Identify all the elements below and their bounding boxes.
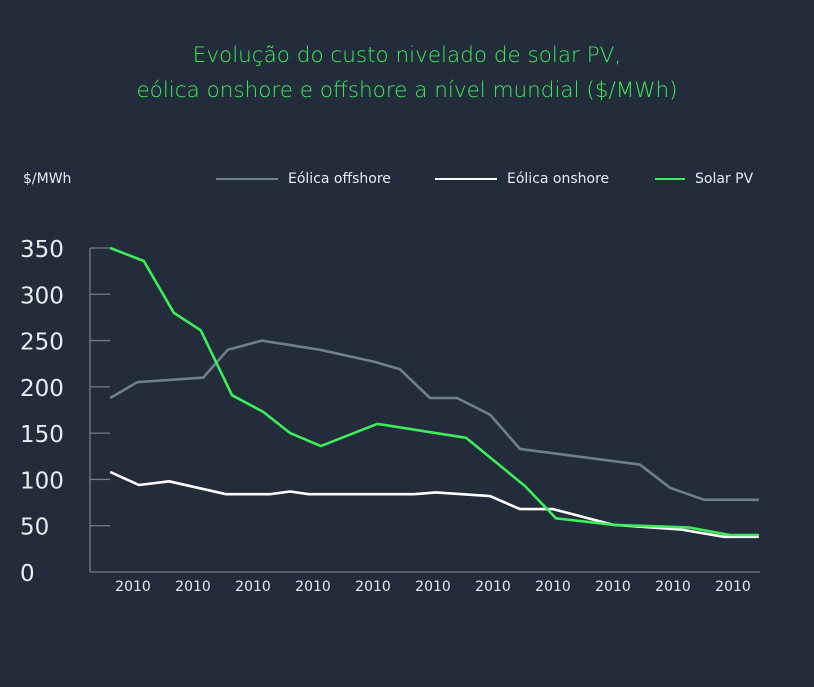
x-tick-label: 2010 bbox=[475, 579, 511, 595]
title-line-1: Evolução do custo nivelado de solar PV, bbox=[192, 43, 622, 68]
x-tick-label: 2010 bbox=[535, 579, 571, 595]
x-tick-label: 2010 bbox=[355, 579, 391, 595]
x-tick-label: 2010 bbox=[175, 579, 211, 595]
series-line-offshore bbox=[109, 339, 759, 502]
x-tick-label: 2010 bbox=[595, 579, 631, 595]
x-tick-label: 2010 bbox=[715, 579, 751, 595]
legend-label-onshore: Eólica onshore bbox=[507, 171, 610, 187]
x-tick-label: 2010 bbox=[415, 579, 451, 595]
y-tick-label: 350 bbox=[20, 237, 64, 263]
legend-item-onshore: Eólica onshore bbox=[435, 171, 609, 187]
legend-swatch-onshore bbox=[435, 178, 497, 180]
title-line-2: eólica onshore e offshore a nível mundia… bbox=[136, 78, 678, 103]
series-line-solar bbox=[109, 246, 759, 537]
legend-item-offshore: Eólica offshore bbox=[216, 171, 391, 187]
legend-swatch-offshore bbox=[216, 178, 278, 180]
y-tick-label: 200 bbox=[20, 376, 64, 402]
chart-title: Evolução do custo nivelado de solar PV, … bbox=[0, 38, 814, 108]
y-axis-label: $/MWh bbox=[23, 171, 72, 187]
x-tick-label: 2010 bbox=[295, 579, 331, 595]
y-tick-label: 100 bbox=[20, 468, 64, 494]
legend-swatch-solar bbox=[655, 178, 685, 180]
y-tick-label: 300 bbox=[20, 283, 64, 309]
y-tick-label: 150 bbox=[20, 422, 64, 448]
legend-label-offshore: Eólica offshore bbox=[288, 171, 391, 187]
x-tick-label: 2010 bbox=[655, 579, 691, 595]
x-tick-label: 2010 bbox=[235, 579, 271, 595]
y-tick-label: 0 bbox=[20, 561, 35, 587]
y-tick-label: 250 bbox=[20, 330, 64, 356]
y-tick-label: 50 bbox=[20, 515, 49, 541]
x-tick-label: 2010 bbox=[115, 579, 151, 595]
legend-item-solar: Solar PV bbox=[655, 171, 753, 187]
legend-label-solar: Solar PV bbox=[695, 171, 754, 187]
